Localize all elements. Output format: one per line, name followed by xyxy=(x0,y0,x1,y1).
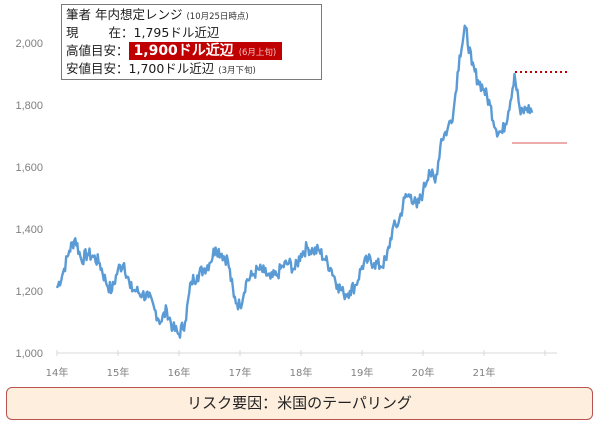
price-series-line xyxy=(55,24,534,339)
x-tick-label: 15年 xyxy=(107,366,130,379)
x-tick-label: 17年 xyxy=(229,366,252,379)
current-label: 現 xyxy=(66,25,79,40)
current-price-row: 現 在：1,795ドル近辺 xyxy=(66,24,317,42)
y-tick-label: 1,800 xyxy=(15,100,43,112)
low-value: 1,700ドル近辺 xyxy=(128,61,215,76)
high-label: 高値目安： xyxy=(66,43,129,58)
risk-factor-banner: リスク要因：米国のテーパリング xyxy=(6,387,593,420)
low-target-row: 安値目安：1,700ドル近辺 (3月下旬) xyxy=(66,60,317,78)
y-tick-label: 1,600 xyxy=(15,162,43,174)
legend-title: 筆者 年内想定レンジ xyxy=(66,7,183,22)
y-tick-label: 1,400 xyxy=(15,224,43,236)
current-value: ：1,795ドル近辺 xyxy=(121,25,220,40)
x-tick-label: 16年 xyxy=(168,366,191,379)
forecast-legend-box: 筆者 年内想定レンジ (10月25日時点) 現 在：1,795ドル近辺 高値目安：… xyxy=(61,4,322,80)
x-tick-label: 18年 xyxy=(290,366,313,379)
x-tick-label: 19年 xyxy=(351,366,374,379)
high-note: (6月上旬) xyxy=(238,48,277,58)
low-label: 安値目安： xyxy=(66,61,129,76)
current-label-2: 在 xyxy=(108,25,122,40)
x-tick-label: 14年 xyxy=(46,366,69,379)
y-tick-label: 2,000 xyxy=(15,38,43,50)
y-tick-label: 1,200 xyxy=(15,286,43,298)
risk-factor-text: リスク要因：米国のテーパリング xyxy=(187,394,412,412)
high-value-highlight: 1,900ドル近辺 (6月上旬) xyxy=(128,42,283,60)
legend-title-row: 筆者 年内想定レンジ (10月25日時点) xyxy=(66,6,317,24)
y-axis-labels: 1,000 1,200 1,400 1,600 1,800 2,000 xyxy=(15,38,43,360)
legend-title-note: (10月25日時点) xyxy=(186,12,249,22)
x-tick-label: 20年 xyxy=(412,366,435,379)
high-target-row: 高値目安： 1,900ドル近辺 (6月上旬) xyxy=(66,42,317,60)
x-axis: 14年 15年 16年 17年 18年 19年 20年 21年 xyxy=(46,350,557,379)
y-tick-label: 1,000 xyxy=(15,348,43,360)
low-note: (3月下旬) xyxy=(218,66,256,76)
high-value: 1,900ドル近辺 xyxy=(133,43,234,59)
x-tick-label: 21年 xyxy=(473,366,496,379)
